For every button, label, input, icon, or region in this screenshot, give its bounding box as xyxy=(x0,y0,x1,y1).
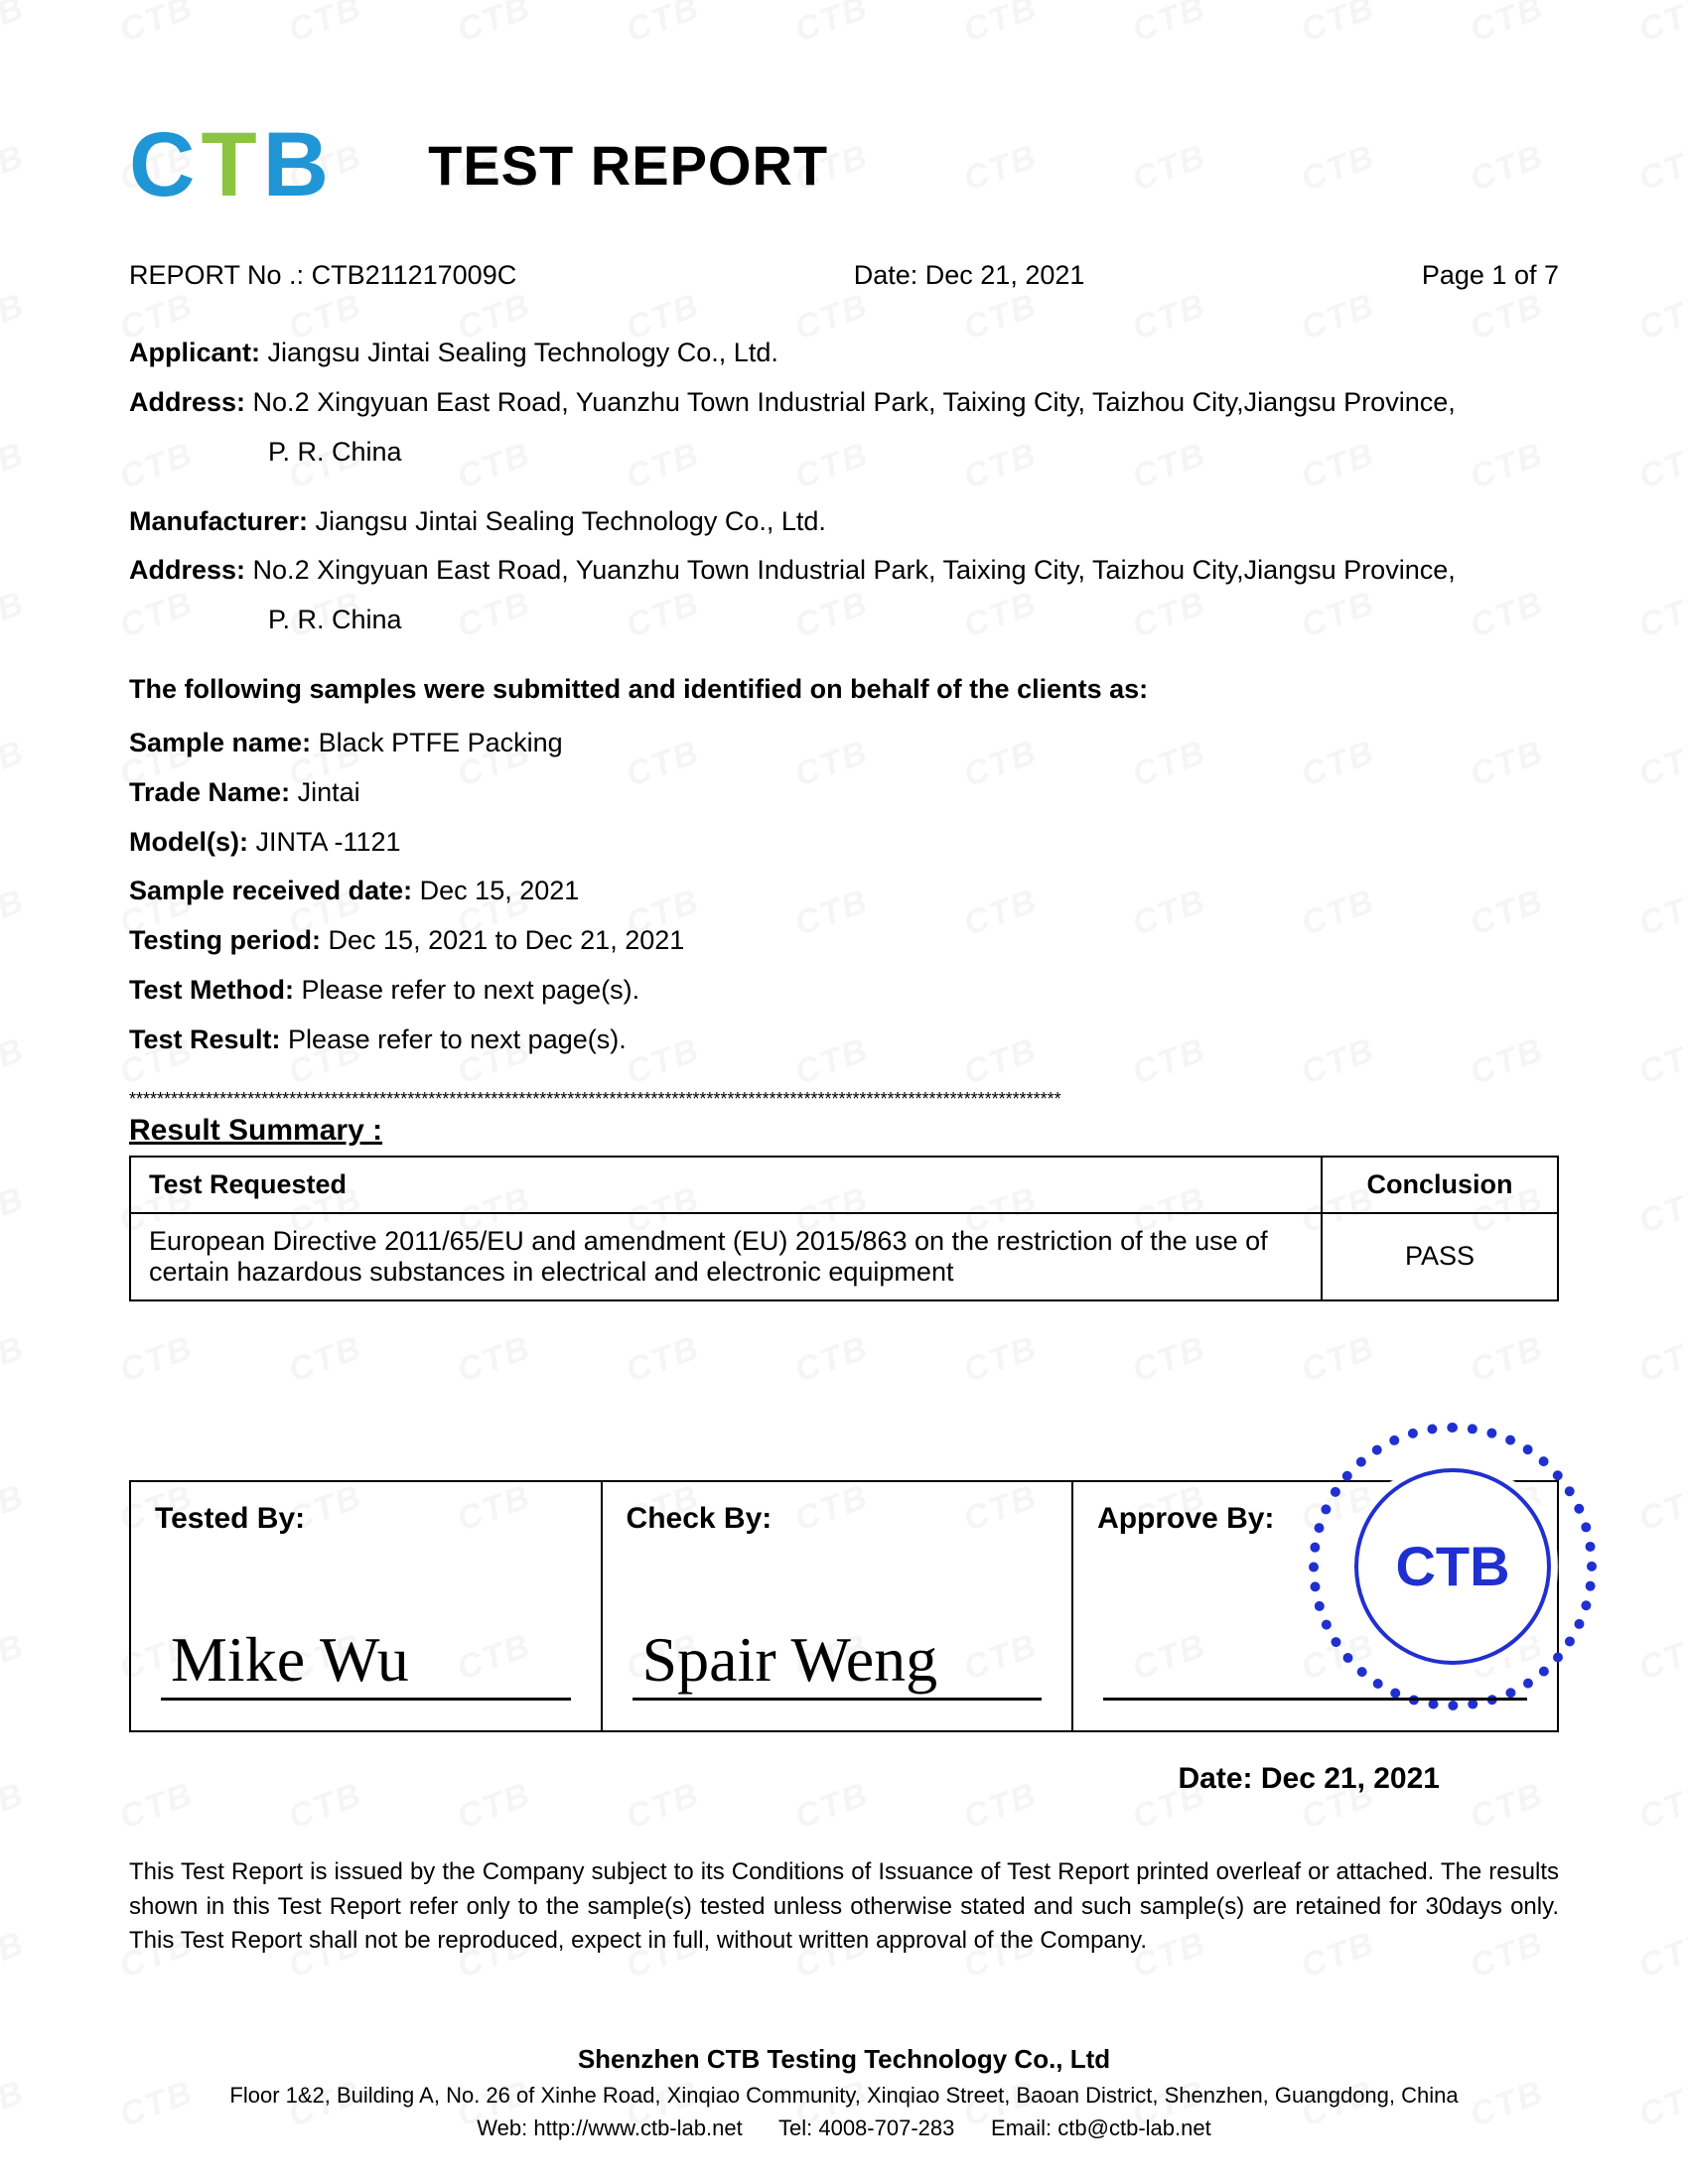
tested-by-signature: Mike Wu xyxy=(171,1623,409,1697)
sig-line xyxy=(633,1698,1043,1701)
logo-b: B xyxy=(263,119,329,210)
check-by-signature: Spair Weng xyxy=(642,1623,938,1697)
header-row: C T B TEST REPORT xyxy=(129,119,1559,210)
email-value: ctb@ctb-lab.net xyxy=(1057,2116,1210,2140)
page-content: C T B TEST REPORT REPORT No .: CTB211217… xyxy=(0,0,1688,2018)
footer-company: Shenzhen CTB Testing Technology Co., Ltd xyxy=(0,2040,1688,2079)
applicant-label: Applicant: xyxy=(129,338,260,367)
sample-name-value: Black PTFE Packing xyxy=(319,728,563,757)
report-no-value: CTB211217009C xyxy=(312,260,517,290)
page-number: Page 1 of 7 xyxy=(1422,260,1559,291)
email-label: Email: xyxy=(991,2116,1052,2140)
manufacturer-label: Manufacturer: xyxy=(129,506,308,536)
received-label: Sample received date: xyxy=(129,876,412,905)
sig-line xyxy=(1103,1698,1527,1701)
sample-name-label: Sample name: xyxy=(129,728,311,757)
meta-row: REPORT No .: CTB211217009C Date: Dec 21,… xyxy=(129,260,1559,291)
web-label: Web: xyxy=(477,2116,527,2140)
signature-date: Date: Dec 21, 2021 xyxy=(129,1762,1559,1796)
applicant-block: Applicant: Jiangsu Jintai Sealing Techno… xyxy=(129,333,1559,474)
logo-t: T xyxy=(201,119,256,210)
manufacturer-addr-2: P. R. China xyxy=(129,600,1559,641)
samples-block: The following samples were submitted and… xyxy=(129,669,1559,1061)
col-conclusion: Conclusion xyxy=(1322,1157,1558,1213)
logo-c: C xyxy=(129,119,195,210)
signature-table: Tested By: Mike Wu Check By: Spair Weng … xyxy=(129,1480,1559,1732)
method-value: Please refer to next page(s). xyxy=(302,975,640,1005)
result-value: Please refer to next page(s). xyxy=(288,1024,627,1054)
web-value: http://www.ctb-lab.net xyxy=(533,2116,742,2140)
cell-conclusion: PASS xyxy=(1322,1213,1558,1300)
tel-value: 4008-707-283 xyxy=(818,2116,954,2140)
applicant-value: Jiangsu Jintai Sealing Technology Co., L… xyxy=(268,338,778,367)
table-row: European Directive 2011/65/EU and amendm… xyxy=(130,1213,1558,1300)
check-by-label: Check By: xyxy=(627,1502,773,1535)
ctb-logo: C T B xyxy=(129,119,329,210)
sig-line xyxy=(161,1698,571,1701)
period-label: Testing period: xyxy=(129,925,321,955)
cell-test: European Directive 2011/65/EU and amendm… xyxy=(130,1213,1322,1300)
approve-by-label: Approve By: xyxy=(1097,1502,1274,1535)
manufacturer-value: Jiangsu Jintai Sealing Technology Co., L… xyxy=(316,506,826,536)
approve-by-cell: Approve By: CTB xyxy=(1072,1481,1558,1731)
tested-by-cell: Tested By: Mike Wu xyxy=(130,1481,602,1731)
applicant-addr-1: No.2 Xingyuan East Road, Yuanzhu Town In… xyxy=(253,387,1456,417)
manufacturer-addr-1: No.2 Xingyuan East Road, Yuanzhu Town In… xyxy=(253,555,1456,585)
method-label: Test Method: xyxy=(129,975,294,1005)
sig-date-value: Dec 21, 2021 xyxy=(1261,1762,1440,1795)
summary-table: Test Requested Conclusion European Direc… xyxy=(129,1156,1559,1301)
trade-name-value: Jintai xyxy=(298,777,360,807)
footer: Shenzhen CTB Testing Technology Co., Ltd… xyxy=(0,2040,1688,2144)
date-value: Dec 21, 2021 xyxy=(925,260,1085,290)
report-date: Date: Dec 21, 2021 xyxy=(854,260,1085,291)
models-label: Model(s): xyxy=(129,827,248,857)
tel-label: Tel: xyxy=(778,2116,812,2140)
manufacturer-block: Manufacturer: Jiangsu Jintai Sealing Tec… xyxy=(129,501,1559,642)
period-value: Dec 15, 2021 to Dec 21, 2021 xyxy=(329,925,685,955)
footer-address: Floor 1&2, Building A, No. 26 of Xinhe R… xyxy=(0,2079,1688,2112)
models-value: JINTA -1121 xyxy=(256,827,401,857)
table-header-row: Test Requested Conclusion xyxy=(130,1157,1558,1213)
tested-by-label: Tested By: xyxy=(155,1502,305,1535)
report-no: REPORT No .: CTB211217009C xyxy=(129,260,516,291)
ctb-stamp-icon: CTB xyxy=(1309,1423,1597,1710)
footer-contacts: Web: http://www.ctb-lab.net Tel: 4008-70… xyxy=(0,2112,1688,2144)
result-label: Test Result: xyxy=(129,1024,281,1054)
disclaimer-text: This Test Report is issued by the Compan… xyxy=(129,1855,1559,1959)
summary-title: Result Summary : xyxy=(129,1114,1559,1148)
trade-name-label: Trade Name: xyxy=(129,777,290,807)
samples-intro: The following samples were submitted and… xyxy=(129,669,1559,711)
manufacturer-addr-label: Address: xyxy=(129,555,245,585)
applicant-addr-label: Address: xyxy=(129,387,245,417)
date-label: Date: xyxy=(854,260,918,290)
check-by-cell: Check By: Spair Weng xyxy=(602,1481,1073,1731)
stamp-inner: CTB xyxy=(1354,1468,1551,1665)
col-test-requested: Test Requested xyxy=(130,1157,1322,1213)
sig-date-label: Date: xyxy=(1178,1762,1252,1795)
page-title: TEST REPORT xyxy=(428,133,828,198)
divider-stars: ****************************************… xyxy=(129,1089,1559,1110)
received-value: Dec 15, 2021 xyxy=(420,876,580,905)
applicant-addr-2: P. R. China xyxy=(129,432,1559,474)
report-no-label: REPORT No .: xyxy=(129,260,304,290)
